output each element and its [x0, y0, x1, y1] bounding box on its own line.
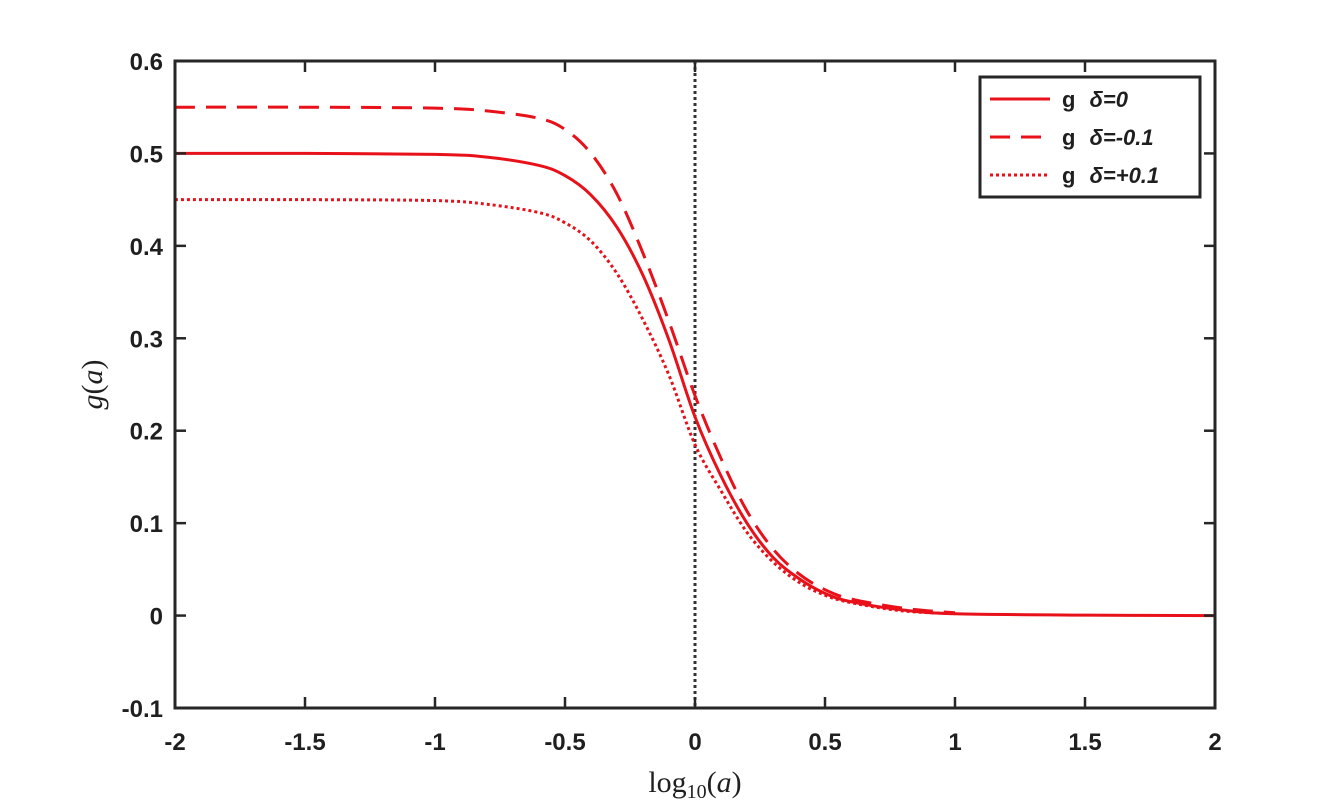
y-axis-label: g(a): [76, 360, 109, 410]
y-axis-label-close-paren: ): [76, 360, 109, 370]
x-tick-label: 0.5: [808, 729, 841, 756]
x-axis-ticks: -2 -1.5 -1 -0.5 0 0.5 1 1.5 2: [164, 61, 1222, 756]
y-tick-label: 0.3: [130, 326, 163, 353]
legend-label-delta: δ=-0.1: [1089, 125, 1153, 150]
legend-label-g: g: [1062, 125, 1075, 150]
legend-label-g: g: [1062, 163, 1075, 188]
legend-items: g δ=0 g δ=-0.1 g δ=+0.1: [990, 87, 1159, 188]
x-axis-label-variable: a: [717, 766, 732, 799]
y-tick-label: 0.5: [130, 141, 163, 168]
y-tick-label: -0.1: [122, 696, 163, 723]
legend-label: g δ=0: [1062, 87, 1129, 112]
x-tick-label: -1: [424, 729, 445, 756]
x-tick-label: 2: [1208, 729, 1221, 756]
x-axis-label-subscript: 10: [687, 781, 707, 803]
y-axis-ticks: -0.1 0 0.1 0.2 0.3 0.4 0.5 0.6: [122, 49, 1215, 723]
x-axis-label-log: log: [648, 766, 686, 799]
x-tick-label: -2: [164, 729, 185, 756]
series-lines: [174, 105, 1216, 618]
x-tick-label: 0: [688, 729, 701, 756]
legend-label-delta: δ=+0.1: [1089, 163, 1159, 188]
series-line-solid: [174, 151, 1216, 618]
series-line-dashed: [174, 105, 956, 615]
x-axis-label-open-paren: (: [707, 766, 717, 799]
x-axis-label-close-paren: ): [732, 766, 742, 799]
y-axis-label-function: g: [76, 395, 109, 410]
y-tick-label: 0.1: [130, 511, 163, 538]
y-tick-label: 0: [150, 604, 163, 631]
legend-label: g δ=+0.1: [1062, 163, 1159, 188]
x-tick-label: 1: [948, 729, 961, 756]
legend-label-g: g: [1062, 87, 1075, 112]
y-tick-label: 0.2: [130, 419, 163, 446]
legend-label-delta: δ=0: [1089, 87, 1128, 112]
y-axis-label-open-paren: (: [76, 385, 109, 395]
x-tick-label: -1.5: [284, 729, 325, 756]
legend: g δ=0 g δ=-0.1 g δ=+0.1: [978, 75, 1202, 199]
y-tick-label: 0.4: [130, 234, 164, 261]
y-axis-label-variable: a: [76, 370, 109, 385]
x-axis-label: log10(a): [648, 766, 741, 803]
legend-label: g δ=-0.1: [1062, 125, 1154, 150]
x-tick-label: -0.5: [544, 729, 585, 756]
y-tick-label: 0.6: [130, 49, 163, 76]
series-line-dotted: [174, 198, 956, 616]
x-tick-label: 1.5: [1068, 729, 1101, 756]
legend-box: [978, 75, 1202, 199]
